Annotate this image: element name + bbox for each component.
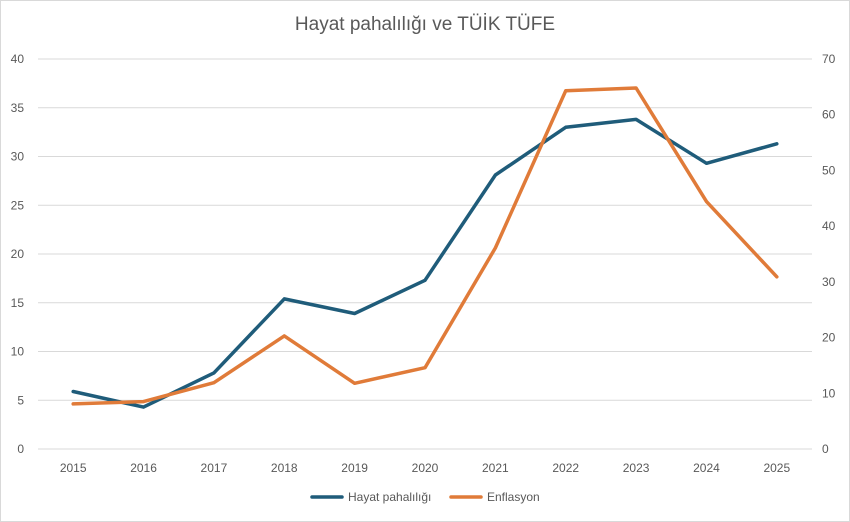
right-tick-label: 40 bbox=[822, 219, 836, 233]
data-point bbox=[142, 400, 146, 404]
right-tick-label: 10 bbox=[822, 386, 836, 400]
data-point bbox=[493, 173, 497, 177]
data-point bbox=[634, 86, 638, 90]
data-point bbox=[493, 246, 497, 250]
data-point bbox=[282, 334, 286, 338]
data-point bbox=[71, 389, 75, 393]
x-tick-label: 2020 bbox=[412, 461, 439, 475]
x-tick-label: 2015 bbox=[60, 461, 87, 475]
left-tick-label: 20 bbox=[11, 247, 25, 261]
left-tick-label: 40 bbox=[11, 52, 25, 66]
data-point bbox=[564, 89, 568, 93]
x-tick-label: 2024 bbox=[693, 461, 720, 475]
data-point bbox=[353, 381, 357, 385]
x-tick-label: 2016 bbox=[130, 461, 157, 475]
x-tick-label: 2022 bbox=[552, 461, 579, 475]
data-point bbox=[564, 125, 568, 129]
data-point bbox=[704, 161, 708, 165]
legend-label: Hayat pahalılığı bbox=[348, 490, 431, 504]
legend: Hayat pahalılığı Enflasyon bbox=[310, 490, 540, 504]
x-tick-label: 2021 bbox=[482, 461, 509, 475]
left-tick-label: 35 bbox=[11, 101, 25, 115]
chart-title: Hayat pahalılığı ve TÜİK TÜFE bbox=[294, 14, 556, 35]
left-tick-label: 25 bbox=[11, 198, 25, 212]
right-tick-label: 60 bbox=[822, 108, 836, 122]
x-tick-label: 2018 bbox=[271, 461, 298, 475]
x-axis-ticks: 2015 2016 2017 2018 2019 2020 2021 2022 2023 2024… bbox=[60, 461, 791, 475]
x-tick-label: 2023 bbox=[623, 461, 650, 475]
left-tick-label: 0 bbox=[17, 442, 24, 456]
data-point bbox=[71, 402, 75, 406]
data-point bbox=[212, 371, 216, 375]
data-point bbox=[634, 117, 638, 121]
left-tick-label: 5 bbox=[17, 393, 24, 407]
left-tick-label: 10 bbox=[11, 345, 25, 359]
data-point bbox=[353, 311, 357, 315]
data-point bbox=[282, 297, 286, 301]
right-tick-label: 20 bbox=[822, 331, 836, 345]
x-tick-label: 2017 bbox=[201, 461, 228, 475]
gridlines bbox=[38, 58, 812, 450]
left-tick-label: 15 bbox=[11, 296, 25, 310]
right-tick-label: 30 bbox=[822, 275, 836, 289]
data-point bbox=[704, 200, 708, 204]
x-tick-label: 2019 bbox=[341, 461, 368, 475]
data-point bbox=[212, 381, 216, 385]
legend-label: Enflasyon bbox=[487, 490, 540, 504]
left-tick-label: 30 bbox=[11, 150, 25, 164]
data-point bbox=[775, 275, 779, 279]
right-tick-label: 0 bbox=[822, 442, 829, 456]
x-tick-label: 2025 bbox=[763, 461, 790, 475]
data-point bbox=[423, 366, 427, 370]
series-line-0 bbox=[71, 117, 779, 409]
series-lines bbox=[71, 86, 779, 409]
data-point bbox=[423, 278, 427, 282]
right-tick-label: 50 bbox=[822, 163, 836, 177]
data-point bbox=[142, 405, 146, 409]
series-line-1 bbox=[71, 86, 779, 406]
left-axis-ticks: 0 5 10 15 20 25 30 35 40 bbox=[11, 52, 25, 456]
right-tick-label: 70 bbox=[822, 52, 836, 66]
data-point bbox=[775, 142, 779, 146]
right-axis-ticks: 0 10 20 30 40 50 60 70 bbox=[822, 52, 836, 456]
